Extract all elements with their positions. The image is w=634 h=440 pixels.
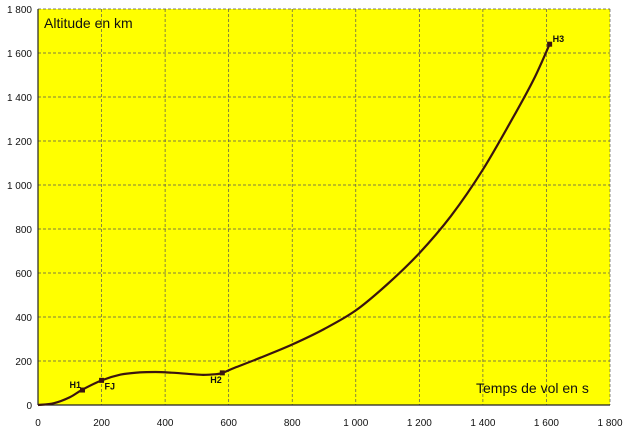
point-marker-h1 [79,387,85,393]
point-label-h1: H1 [69,380,81,390]
y-tick-label: 1 400 [7,93,32,104]
y-tick-label: 1 200 [7,137,32,148]
y-tick-label: 400 [15,313,32,324]
y-tick-labels: 0 200 400 600 800 1 000 1 200 1 400 1 600 1 800 [7,5,32,412]
y-tick-label: 1 000 [7,181,32,192]
point-markers: H1 FJ H2 H3 [69,34,565,393]
x-tick-label: 1 200 [407,418,432,429]
y-tick-label: 1 800 [7,5,32,16]
y-tick-label: 200 [15,357,32,368]
y-tick-label: 0 [26,401,32,412]
x-tick-label: 1 400 [470,418,495,429]
x-tick-label: 1 000 [343,418,368,429]
x-tick-labels: 0 200 400 600 800 1 000 1 200 1 400 1 600 1 800 [35,418,623,429]
point-label-fj: FJ [105,381,116,391]
point-label-h3: H3 [553,34,565,44]
x-tick-label: 1 800 [597,418,622,429]
grid [38,8,611,405]
y-tick-label: 1 600 [7,49,32,60]
x-axis-title: Temps de vol en s [476,380,589,396]
point-marker-h2 [219,370,225,376]
x-tick-label: 1 600 [534,418,559,429]
plot-area [38,9,610,405]
y-axis-title: Altitude en km [44,15,133,31]
point-marker-h3 [547,41,553,47]
point-label-h2: H2 [210,375,222,385]
x-tick-label: 0 [35,418,41,429]
point-marker-fj [99,377,105,383]
x-tick-label: 200 [93,418,110,429]
y-tick-label: 800 [15,225,32,236]
x-tick-label: 600 [220,418,237,429]
x-tick-label: 800 [284,418,301,429]
y-tick-label: 600 [15,269,32,280]
x-tick-label: 400 [157,418,174,429]
